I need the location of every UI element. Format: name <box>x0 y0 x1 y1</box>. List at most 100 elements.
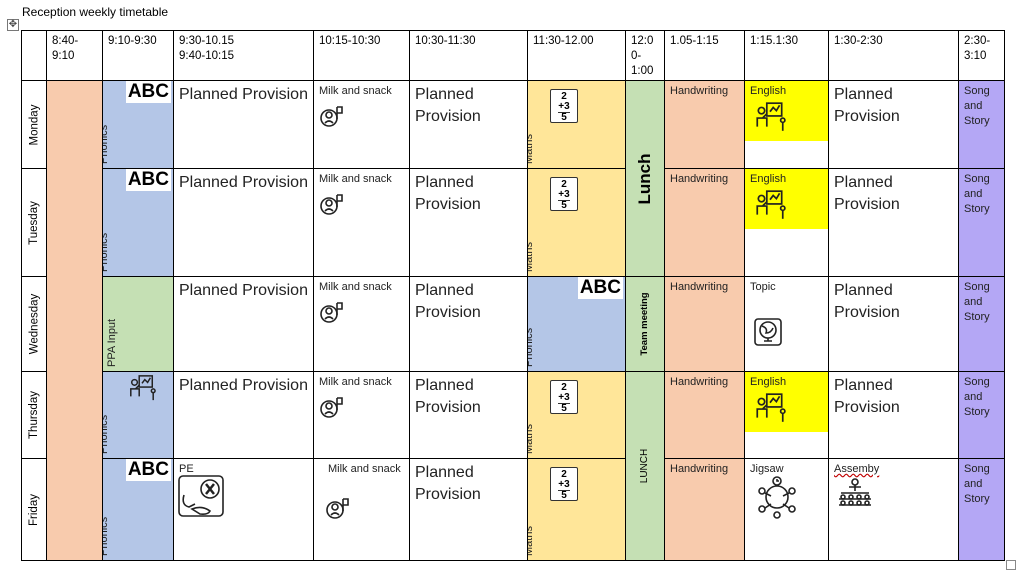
time-header[interactable]: 1:15.1:30 <box>744 30 829 81</box>
handwriting-cell[interactable]: Handwriting <box>664 168 745 277</box>
maths-cell[interactable]: Maths 2 +3 5 <box>527 168 626 277</box>
time-header-label: 9:40-10:15 <box>179 50 234 62</box>
phonics-label: Phonics <box>102 414 110 454</box>
time-header[interactable]: 9:10-9:30 <box>102 30 174 81</box>
maths-icon: 2 +3 5 <box>550 380 578 414</box>
song-story-cell[interactable]: Song and Story <box>958 371 1005 459</box>
handwriting-label: Handwriting <box>670 173 729 185</box>
reading-icon <box>127 374 157 406</box>
planned-provision-cell[interactable]: PE <box>173 458 314 561</box>
planned-provision-cell[interactable]: Planned Provision <box>173 168 314 277</box>
planned-provision-cell[interactable]: Planned Provision <box>409 371 528 459</box>
day-label: Friday <box>28 493 41 526</box>
handwriting-cell[interactable]: Handwriting <box>664 276 745 372</box>
maths-cell[interactable]: Maths 2 +3 5 <box>527 458 626 561</box>
time-header[interactable]: 8:40- 9:10 <box>46 30 103 81</box>
english-cell[interactable]: English <box>744 80 829 169</box>
maths-cell[interactable]: Maths 2 +3 5 <box>527 371 626 459</box>
time-header-label: 3:10 <box>964 50 987 62</box>
milk-snack-cell[interactable]: Milk and snack <box>313 276 410 372</box>
time-header[interactable]: 12:0 0- 1:00 <box>625 30 665 81</box>
lunch-cell[interactable]: Lunch <box>625 80 665 277</box>
time-header[interactable]: 1.05-1:15 <box>664 30 745 81</box>
song-story-cell[interactable]: Song and Story <box>958 276 1005 372</box>
maths-cell[interactable]: Maths 2 +3 5 <box>527 80 626 169</box>
ppa-input-cell[interactable]: PPA Input <box>102 276 174 372</box>
handwriting-cell[interactable]: Handwriting <box>664 80 745 169</box>
planned-provision-label: Planned Provision <box>834 377 900 416</box>
team-meeting-cell[interactable]: Team meeting <box>625 276 665 372</box>
planned-provision-cell[interactable]: Planned Provision <box>173 80 314 169</box>
time-header-label: 1:15.1:30 <box>750 35 798 47</box>
phonics-cell[interactable]: Phonics <box>102 371 174 459</box>
day-label-wednesday[interactable]: Wednesday <box>21 276 47 372</box>
day-label: Tuesday <box>28 200 40 245</box>
planned-provision-cell[interactable]: Planned Provision <box>828 276 959 372</box>
lunch-cell[interactable]: LUNCH <box>625 371 665 561</box>
song-story-cell[interactable]: Song and Story <box>958 80 1005 169</box>
planned-provision-cell[interactable]: Planned Provision <box>828 168 959 277</box>
abc-icon: ABC <box>125 169 171 191</box>
time-header[interactable]: 11:30-12.00 <box>527 30 626 81</box>
time-header-label: 1.05-1:15 <box>670 35 719 47</box>
time-header[interactable]: 2:30- 3:10 <box>958 30 1005 81</box>
table-move-handle[interactable]: ✥ <box>7 19 19 31</box>
song-story-label: and <box>964 188 983 200</box>
planned-provision-cell[interactable]: Planned Provision <box>828 371 959 459</box>
day-label-thursday[interactable]: Thursday <box>21 371 47 459</box>
song-story-cell[interactable]: Song and Story <box>958 168 1005 277</box>
maths-icon: 2 +3 5 <box>550 467 578 501</box>
topic-label: Topic <box>750 281 776 293</box>
milk-snack-label: Milk and snack <box>328 463 401 475</box>
milk-snack-cell[interactable]: Milk and snack <box>313 458 410 561</box>
planned-provision-cell[interactable]: Planned Provision <box>828 80 959 169</box>
planned-provision-cell[interactable]: Planned Provision <box>409 276 528 372</box>
planned-provision-label: Planned Provision <box>179 377 308 394</box>
topic-cell[interactable]: Topic <box>744 276 829 372</box>
jigsaw-cell[interactable]: Jigsaw <box>744 458 829 561</box>
english-cell[interactable]: English <box>744 371 829 459</box>
time-header-label: 2:30- <box>964 35 991 47</box>
handwriting-label: Handwriting <box>670 376 729 388</box>
handwriting-label: Handwriting <box>670 463 729 475</box>
time-header[interactable]: 1:30-2:30 <box>828 30 959 81</box>
planned-provision-cell[interactable]: Planned Provision <box>409 168 528 277</box>
time-header[interactable]: 10:30-11:30 <box>409 30 528 81</box>
song-story-label: Story <box>964 311 990 323</box>
pe-icon <box>178 475 224 521</box>
song-story-label: Song <box>964 85 990 97</box>
registration-block[interactable] <box>46 80 103 561</box>
planned-provision-cell[interactable]: Planned Provision <box>409 458 528 561</box>
time-header-label: 11:30-12.00 <box>533 35 594 47</box>
handwriting-cell[interactable]: Handwriting <box>664 371 745 459</box>
song-story-label: Story <box>964 406 990 418</box>
phonics-cell[interactable]: Phonics ABC <box>102 168 174 277</box>
milk-snack-cell[interactable]: Milk and snack <box>313 80 410 169</box>
song-story-cell[interactable]: Song and Story <box>958 458 1005 561</box>
time-header[interactable]: 9:30-10.15 9:40-10:15 <box>173 30 314 81</box>
time-header[interactable]: 10:15-10:30 <box>313 30 410 81</box>
day-label-monday[interactable]: Monday <box>21 80 47 169</box>
time-header-label: 1:00 <box>631 65 654 77</box>
phonics-cell[interactable]: Phonics ABC <box>527 276 626 372</box>
milk-snack-cell[interactable]: Milk and snack <box>313 168 410 277</box>
planned-provision-cell[interactable]: Planned Provision <box>409 80 528 169</box>
day-label-friday[interactable]: Friday <box>21 458 47 561</box>
planned-provision-cell[interactable]: Planned Provision <box>173 276 314 372</box>
planned-provision-cell[interactable]: Planned Provision <box>173 371 314 459</box>
song-story-label: Song <box>964 173 990 185</box>
maths-label: Maths <box>527 424 535 454</box>
english-cell[interactable]: English <box>744 168 829 277</box>
table-resize-handle[interactable] <box>1006 560 1016 570</box>
day-label-tuesday[interactable]: Tuesday <box>21 168 47 277</box>
assembly-label: Assemby <box>834 463 880 475</box>
table-corner[interactable] <box>21 30 47 81</box>
milk-snack-cell[interactable]: Milk and snack <box>313 371 410 459</box>
planned-provision-label: Planned Provision <box>415 377 481 416</box>
phonics-cell[interactable]: Phonics ABC <box>102 80 174 169</box>
planned-provision-cell[interactable]: Assemby <box>828 458 959 561</box>
planned-provision-label: Planned Provision <box>834 282 900 321</box>
lunch-label: Lunch <box>635 153 654 204</box>
phonics-cell[interactable]: Phonics ABC <box>102 458 174 561</box>
handwriting-cell[interactable]: Handwriting <box>664 458 745 561</box>
